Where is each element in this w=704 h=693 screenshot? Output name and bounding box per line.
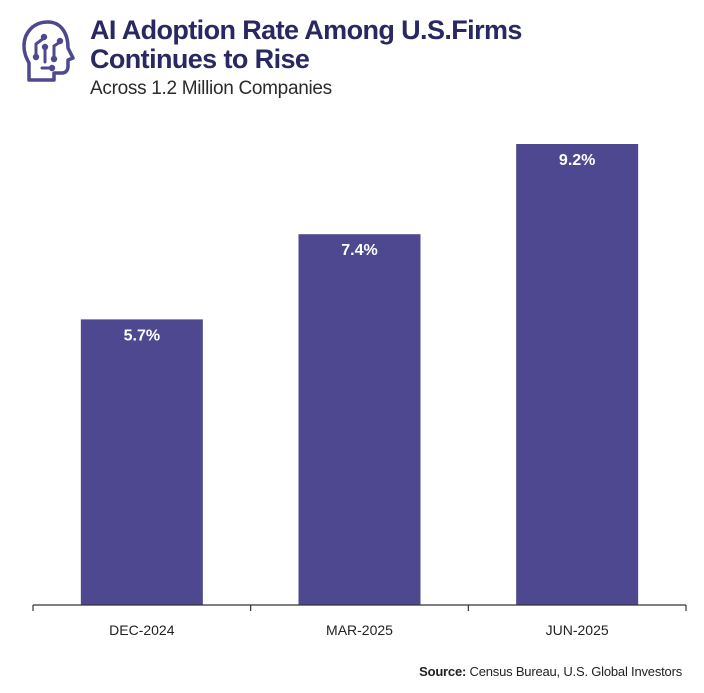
chart-header: AI Adoption Rate Among U.S.Firms Continu… bbox=[18, 14, 698, 114]
ai-head-circuit-icon bbox=[22, 20, 75, 82]
title-line-2: Continues to Rise bbox=[90, 44, 310, 74]
bar-jun-2025 bbox=[516, 144, 639, 605]
chart-subtitle: Across 1.2 Million Companies bbox=[90, 78, 332, 99]
title-line-1: AI Adoption Rate Among U.S.Firms bbox=[90, 15, 522, 45]
bar-chart: 5.7% DEC-2024 7.4% MAR-2025 9.2% JUN-2025 bbox=[32, 144, 687, 638]
bar-mar-2025 bbox=[298, 234, 421, 605]
x-tick-label: MAR-2025 bbox=[326, 622, 393, 638]
source-text: Census Bureau, U.S. Global Investors bbox=[466, 664, 683, 679]
x-tick-label: JUN-2025 bbox=[546, 622, 609, 638]
source-label: Source: bbox=[419, 664, 467, 679]
bar-value-label: 7.4% bbox=[341, 242, 377, 259]
bar-value-label: 5.7% bbox=[124, 327, 160, 344]
bar-value-label: 9.2% bbox=[559, 152, 595, 169]
x-tick-label: DEC-2024 bbox=[109, 622, 175, 638]
chart-title: AI Adoption Rate Among U.S.Firms Continu… bbox=[90, 16, 690, 74]
bar-dec-2024 bbox=[80, 319, 203, 605]
source-note: Source: Census Bureau, U.S. Global Inves… bbox=[419, 664, 682, 679]
